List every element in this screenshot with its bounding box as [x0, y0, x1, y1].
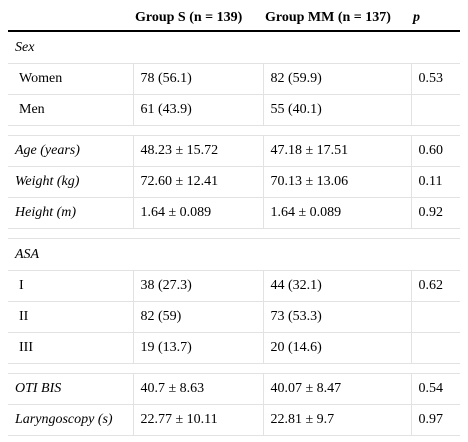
table-row: II 82 (59) 73 (53.3) — [8, 301, 460, 333]
cell-group-s: 82 (59) — [133, 301, 264, 333]
cell-p-value: 0.11 — [411, 166, 460, 198]
cell-group-s: 48.23 ± 15.72 — [133, 135, 264, 167]
section-title-asa: ASA — [8, 238, 460, 271]
cell-p-value: 0.53 — [411, 63, 460, 95]
cell-group-s: 40.7 ± 8.63 — [133, 373, 264, 405]
cell-group-mm: 47.18 ± 17.51 — [263, 135, 412, 167]
header-group-s: Group S (n = 139) — [133, 6, 263, 32]
table-row: I 38 (27.3) 44 (32.1) 0.62 — [8, 270, 460, 302]
cell-p-value: 0.92 — [411, 197, 460, 229]
row-label: Men — [8, 94, 134, 126]
row-label: Laryngoscopy (s) — [8, 404, 134, 436]
row-label: Women — [8, 63, 134, 95]
cell-group-mm: 73 (53.3) — [263, 301, 412, 333]
table-row: Men 61 (43.9) 55 (40.1) — [8, 94, 460, 126]
table-row: Age (years) 48.23 ± 15.72 47.18 ± 17.51 … — [8, 135, 460, 167]
cell-p-value: 0.97 — [411, 404, 460, 436]
cell-group-s: 78 (56.1) — [133, 63, 264, 95]
table-row: Laryngoscopy (s) 22.77 ± 10.11 22.81 ± 9… — [8, 404, 460, 436]
cell-p-value: 0.54 — [411, 373, 460, 405]
cell-p-value — [411, 301, 460, 333]
row-label: Weight (kg) — [8, 166, 134, 198]
cell-p-value — [411, 94, 460, 126]
cell-group-mm: 1.64 ± 0.089 — [263, 197, 412, 229]
row-label: I — [8, 270, 134, 302]
row-label: OTI BIS — [8, 373, 134, 405]
table-row: OTI BIS 40.7 ± 8.63 40.07 ± 8.47 0.54 — [8, 373, 460, 405]
spacer-row — [8, 125, 460, 136]
header-p-value: p — [411, 6, 460, 32]
table-row: Women 78 (56.1) 82 (59.9) 0.53 — [8, 63, 460, 95]
header-empty — [8, 6, 133, 32]
cell-p-value — [411, 332, 460, 364]
table-row: III 19 (13.7) 20 (14.6) — [8, 332, 460, 364]
cell-group-mm: 44 (32.1) — [263, 270, 412, 302]
header-group-mm: Group MM (n = 137) — [263, 6, 411, 32]
section-title-sex: Sex — [8, 31, 460, 64]
header-row: Group S (n = 139) Group MM (n = 137) p — [8, 6, 460, 32]
cell-group-mm: 20 (14.6) — [263, 332, 412, 364]
table-row: Height (m) 1.64 ± 0.089 1.64 ± 0.089 0.9… — [8, 197, 460, 229]
cell-group-mm: 55 (40.1) — [263, 94, 412, 126]
cell-group-s: 72.60 ± 12.41 — [133, 166, 264, 198]
spacer-row — [8, 363, 460, 374]
cell-group-s: 19 (13.7) — [133, 332, 264, 364]
cell-group-s: 22.77 ± 10.11 — [133, 404, 264, 436]
cell-group-s: 38 (27.3) — [133, 270, 264, 302]
cell-group-mm: 70.13 ± 13.06 — [263, 166, 412, 198]
cell-p-value: 0.60 — [411, 135, 460, 167]
row-label: II — [8, 301, 134, 333]
cell-group-s: 61 (43.9) — [133, 94, 264, 126]
section-title-row: Sex — [8, 31, 460, 64]
cell-group-mm: 82 (59.9) — [263, 63, 412, 95]
demographics-table: Group S (n = 139) Group MM (n = 137) p S… — [8, 6, 460, 436]
row-label: Height (m) — [8, 197, 134, 229]
section-title-row: ASA — [8, 238, 460, 271]
cell-group-s: 1.64 ± 0.089 — [133, 197, 264, 229]
spacer-row — [8, 228, 460, 239]
cell-group-mm: 40.07 ± 8.47 — [263, 373, 412, 405]
row-label: Age (years) — [8, 135, 134, 167]
cell-group-mm: 22.81 ± 9.7 — [263, 404, 412, 436]
table-row: Weight (kg) 72.60 ± 12.41 70.13 ± 13.06 … — [8, 166, 460, 198]
row-label: III — [8, 332, 134, 364]
cell-p-value: 0.62 — [411, 270, 460, 302]
